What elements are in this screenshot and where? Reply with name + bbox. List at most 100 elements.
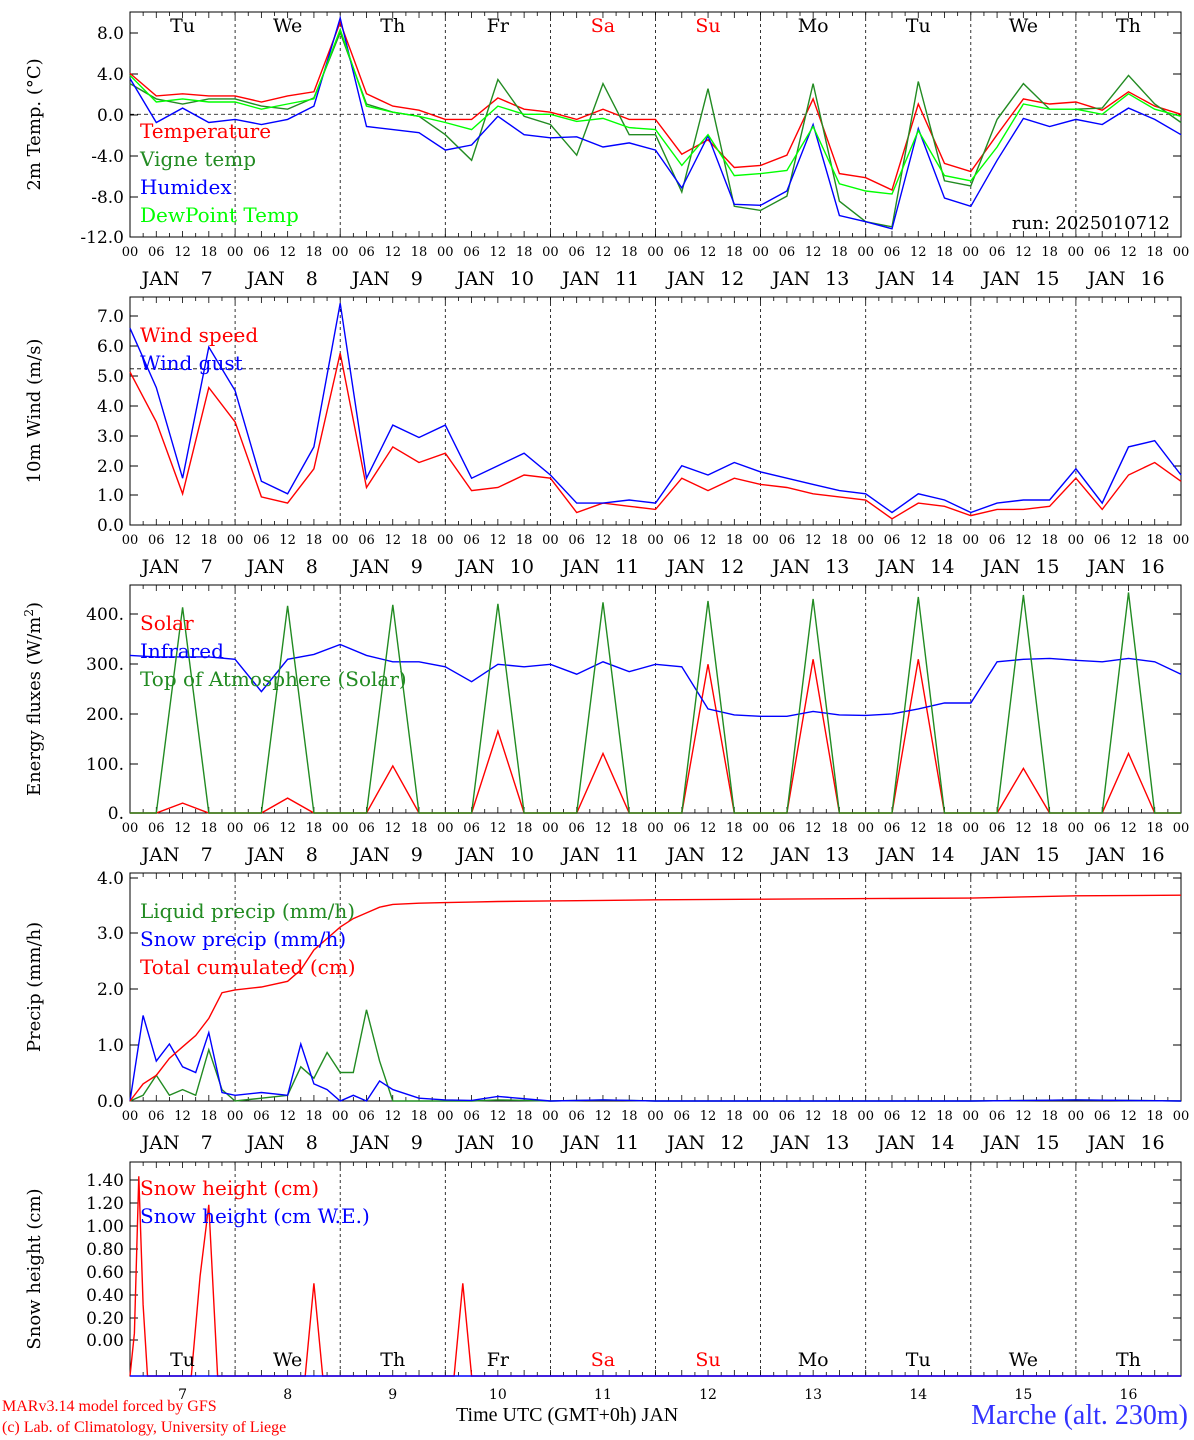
y-tick-label: -12.0 (80, 228, 124, 248)
legend-entry: Snow precip (mm/h) (140, 927, 346, 951)
hour-tick-label: 06 (358, 1109, 375, 1124)
hour-tick-label: 18 (306, 821, 323, 836)
legend-entry: Wind speed (140, 323, 258, 347)
legend-entry: Liquid precip (mm/h) (140, 899, 355, 923)
hour-tick-label: 00 (437, 1109, 454, 1124)
date-month-label: JAN (980, 556, 1020, 578)
series-line-total-cumulated-cm- (129, 894, 1182, 1102)
date-number-label: 13 (804, 1387, 822, 1403)
date-day-label: 11 (615, 556, 639, 578)
y-tick-label: 200. (86, 705, 124, 725)
hour-tick-label: 18 (1041, 533, 1058, 548)
hour-tick-label: 12 (805, 821, 822, 836)
date-day-label: 9 (411, 268, 423, 290)
hour-tick-label: 12 (490, 533, 507, 548)
date-month-label: JAN (560, 844, 600, 866)
hour-tick-label: 12 (910, 245, 927, 260)
series-line-wind-gust (129, 303, 1182, 514)
hour-tick-label: 18 (201, 1109, 218, 1124)
hour-tick-label: 18 (1041, 245, 1058, 260)
hour-tick-label: 00 (1173, 533, 1190, 548)
hour-tick-label: 06 (1094, 245, 1111, 260)
y-tick-label: 100. (86, 755, 124, 775)
date-day-label: 14 (930, 844, 954, 866)
hour-tick-label: 00 (227, 245, 244, 260)
date-month-label: JAN (140, 268, 180, 290)
x-axis-title: Time UTC (GMT+0h) JAN (456, 1404, 679, 1426)
hour-tick-label: 12 (1015, 245, 1032, 260)
hour-tick-label: 12 (384, 821, 401, 836)
y-tick-label: 4.0 (97, 397, 124, 417)
date-month-label: JAN (140, 844, 180, 866)
hour-tick-label: 00 (752, 533, 769, 548)
hour-tick-label: 12 (174, 821, 191, 836)
date-day-label: 7 (201, 268, 213, 290)
date-month-label: JAN (875, 268, 915, 290)
date-day-label: 7 (201, 1132, 213, 1154)
date-month-label: JAN (245, 844, 285, 866)
date-month-label: JAN (875, 556, 915, 578)
date-day-label: 10 (510, 268, 534, 290)
hour-tick-label: 06 (989, 821, 1006, 836)
date-day-label: 12 (720, 268, 744, 290)
hour-tick-label: 18 (201, 533, 218, 548)
date-number-label: 11 (594, 1387, 612, 1403)
legend-entry: Vigne temp (139, 147, 256, 171)
hour-tick-label: 00 (963, 821, 980, 836)
model-credit: MARv3.14 model forced by GFS (2, 1398, 217, 1415)
date-day-label: 7 (201, 556, 213, 578)
hour-tick-label: 06 (568, 533, 585, 548)
hour-tick-label: 12 (1015, 1109, 1032, 1124)
hour-tick-label: 06 (463, 821, 480, 836)
date-month-label: JAN (245, 1132, 285, 1154)
date-month-label: JAN (770, 268, 810, 290)
hour-tick-label: 18 (936, 1109, 953, 1124)
y-tick-label: 8.0 (97, 24, 124, 44)
date-month-label: JAN (455, 844, 495, 866)
hour-tick-label: 00 (752, 245, 769, 260)
y-tick-label: 0.40 (86, 1286, 124, 1306)
hour-tick-label: 18 (831, 1109, 848, 1124)
date-month-label: JAN (1086, 556, 1126, 578)
hour-tick-label: 00 (857, 245, 874, 260)
legend-entry: Solar (140, 611, 194, 635)
hour-tick-label: 06 (358, 533, 375, 548)
date-day-label: 11 (615, 268, 639, 290)
hour-tick-label: 06 (674, 533, 691, 548)
date-day-label: 11 (615, 1132, 639, 1154)
y-axis-title: Precip (mm/h) (24, 922, 45, 1052)
panel-5 (129, 1161, 1182, 1377)
panel-2 (129, 296, 1182, 526)
date-day-label: 15 (1035, 1132, 1059, 1154)
day-label: Fr (487, 1349, 510, 1371)
hour-tick-label: 18 (306, 533, 323, 548)
date-month-label: JAN (875, 844, 915, 866)
hour-tick-label: 18 (516, 1109, 533, 1124)
hour-tick-label: 06 (148, 821, 165, 836)
date-number-label: 16 (1120, 1387, 1138, 1403)
hour-tick-label: 00 (1068, 821, 1085, 836)
date-month-label: JAN (560, 556, 600, 578)
hour-tick-label: 12 (1120, 533, 1137, 548)
date-month-label: JAN (140, 1132, 180, 1154)
hour-tick-label: 18 (411, 245, 428, 260)
hour-tick-label: 06 (148, 533, 165, 548)
hour-tick-label: 00 (857, 533, 874, 548)
hour-tick-label: 18 (831, 533, 848, 548)
date-number-label: 7 (178, 1387, 187, 1403)
hour-tick-label: 00 (542, 533, 559, 548)
hour-tick-label: 18 (516, 533, 533, 548)
series-line-infrared (129, 643, 1182, 717)
y-tick-label: 3.0 (97, 924, 124, 944)
day-label: We (273, 1349, 302, 1371)
date-day-label: 10 (510, 844, 534, 866)
date-number-label: 15 (1014, 1387, 1032, 1403)
hour-tick-label: 12 (1015, 821, 1032, 836)
hour-tick-label: 18 (621, 533, 638, 548)
date-number-label: 9 (388, 1387, 397, 1403)
day-label: Tu (170, 15, 195, 37)
hour-tick-label: 12 (910, 1109, 927, 1124)
date-day-label: 12 (720, 556, 744, 578)
date-month-label: JAN (1086, 844, 1126, 866)
hour-tick-label: 12 (490, 1109, 507, 1124)
